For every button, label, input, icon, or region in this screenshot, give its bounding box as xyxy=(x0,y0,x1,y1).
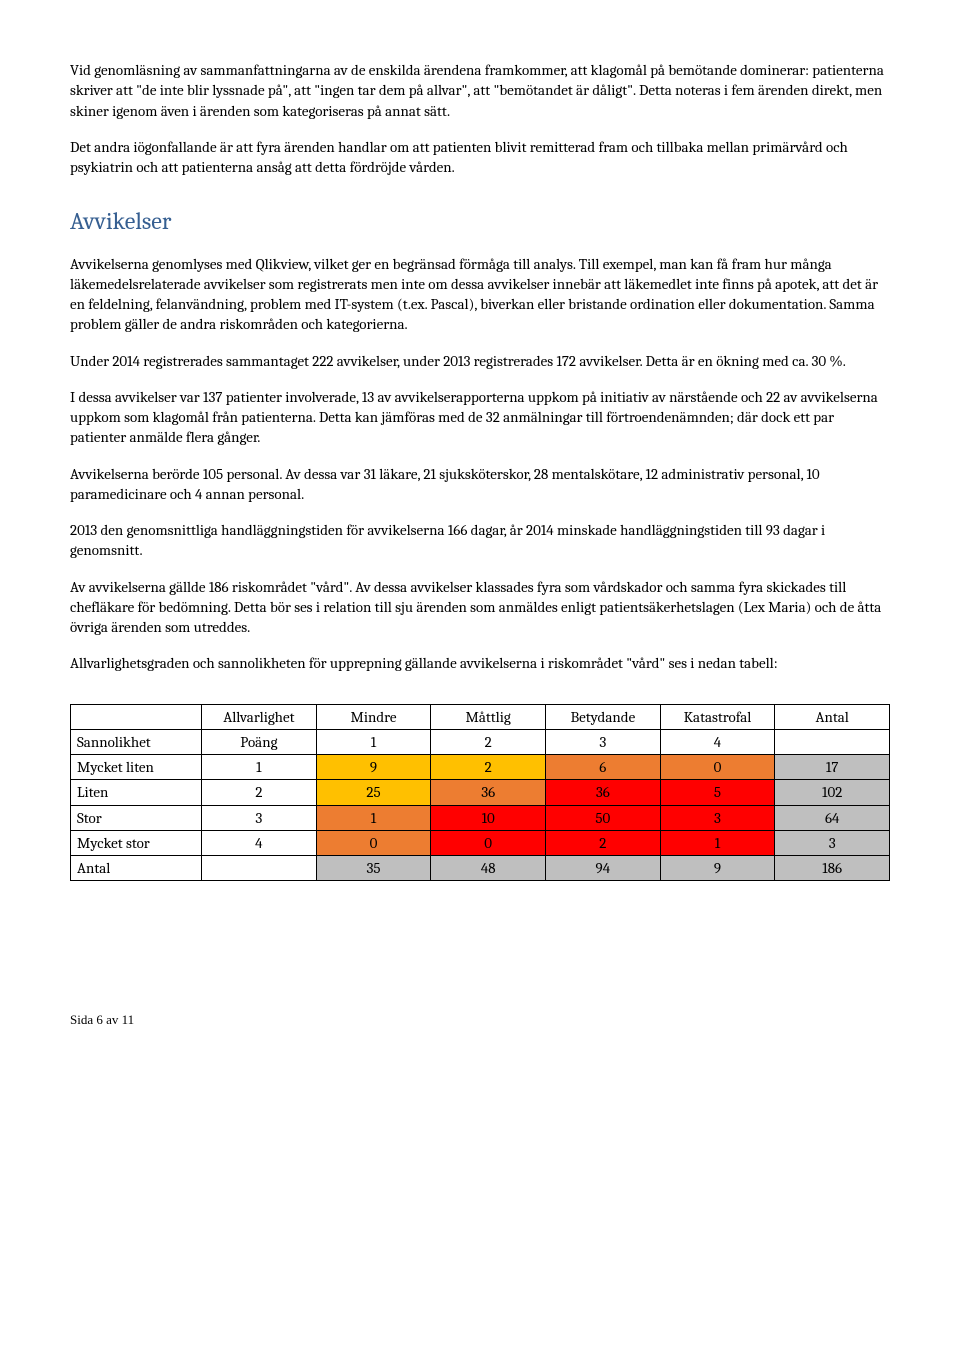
header-cell xyxy=(775,729,890,754)
header-cell: Måttlig xyxy=(431,704,546,729)
table-row: Mycket stor 4 0 0 2 1 3 xyxy=(71,830,890,855)
row-total: 102 xyxy=(775,780,890,805)
data-cell: 2 xyxy=(546,830,661,855)
data-cell: 0 xyxy=(431,830,546,855)
table-header-row-2: Sannolikhet Poäng 1 2 3 4 xyxy=(71,729,890,754)
table-row: Liten 2 25 36 36 5 102 xyxy=(71,780,890,805)
severity-probability-table: Allvarlighet Mindre Måttlig Betydande Ka… xyxy=(70,704,890,882)
row-total: 17 xyxy=(775,755,890,780)
footer-cell: 9 xyxy=(660,856,775,881)
header-cell: 2 xyxy=(431,729,546,754)
data-cell: 0 xyxy=(316,830,431,855)
row-label: Mycket stor xyxy=(71,830,202,855)
data-cell: 1 xyxy=(316,805,431,830)
header-cell: 4 xyxy=(660,729,775,754)
row-poang: 2 xyxy=(202,780,317,805)
paragraph-2: Under 2014 registrerades sammantaget 222… xyxy=(70,351,890,371)
header-cell xyxy=(71,704,202,729)
row-label: Stor xyxy=(71,805,202,830)
table-row: Stor 3 1 10 50 3 64 xyxy=(71,805,890,830)
data-cell: 50 xyxy=(546,805,661,830)
row-poang: 3 xyxy=(202,805,317,830)
header-cell: Betydande xyxy=(546,704,661,729)
header-cell: Antal xyxy=(775,704,890,729)
data-cell: 0 xyxy=(660,755,775,780)
row-label: Liten xyxy=(71,780,202,805)
header-cell: 1 xyxy=(316,729,431,754)
data-cell: 36 xyxy=(431,780,546,805)
data-cell: 10 xyxy=(431,805,546,830)
footer-cell: 35 xyxy=(316,856,431,881)
table-header-row-1: Allvarlighet Mindre Måttlig Betydande Ka… xyxy=(71,704,890,729)
row-total: 64 xyxy=(775,805,890,830)
page-footer: Sida 6 av 11 xyxy=(70,1011,890,1029)
row-poang: 1 xyxy=(202,755,317,780)
paragraph-7: Allvarlighetsgraden och sannolikheten fö… xyxy=(70,653,890,673)
header-cell: Poäng xyxy=(202,729,317,754)
footer-cell: 48 xyxy=(431,856,546,881)
paragraph-6: Av avvikelserna gällde 186 riskområdet "… xyxy=(70,577,890,638)
row-poang: 4 xyxy=(202,830,317,855)
footer-poang xyxy=(202,856,317,881)
paragraph-3: I dessa avvikelser var 137 patienter inv… xyxy=(70,387,890,448)
data-cell: 9 xyxy=(316,755,431,780)
data-cell: 2 xyxy=(431,755,546,780)
header-cell: Mindre xyxy=(316,704,431,729)
data-cell: 25 xyxy=(316,780,431,805)
footer-cell: 94 xyxy=(546,856,661,881)
header-cell: Sannolikhet xyxy=(71,729,202,754)
intro-paragraph-2: Det andra iögonfallande är att fyra ären… xyxy=(70,137,890,178)
data-cell: 6 xyxy=(546,755,661,780)
data-cell: 3 xyxy=(660,805,775,830)
table-row: Mycket liten 1 9 2 6 0 17 xyxy=(71,755,890,780)
data-cell: 5 xyxy=(660,780,775,805)
intro-paragraph-1: Vid genomläsning av sammanfattningarna a… xyxy=(70,60,890,121)
row-total: 3 xyxy=(775,830,890,855)
header-cell: 3 xyxy=(546,729,661,754)
footer-total: 186 xyxy=(775,856,890,881)
data-cell: 1 xyxy=(660,830,775,855)
header-cell: Allvarlighet xyxy=(202,704,317,729)
footer-label: Antal xyxy=(71,856,202,881)
header-cell: Katastrofal xyxy=(660,704,775,729)
section-heading: Avvikelser xyxy=(70,205,890,237)
row-label: Mycket liten xyxy=(71,755,202,780)
paragraph-5: 2013 den genomsnittliga handläggningstid… xyxy=(70,520,890,561)
paragraph-1: Avvikelserna genomlyses med Qlikview, vi… xyxy=(70,254,890,335)
paragraph-4: Avvikelserna berörde 105 personal. Av de… xyxy=(70,464,890,505)
data-cell: 36 xyxy=(546,780,661,805)
table-footer-row: Antal 35 48 94 9 186 xyxy=(71,856,890,881)
